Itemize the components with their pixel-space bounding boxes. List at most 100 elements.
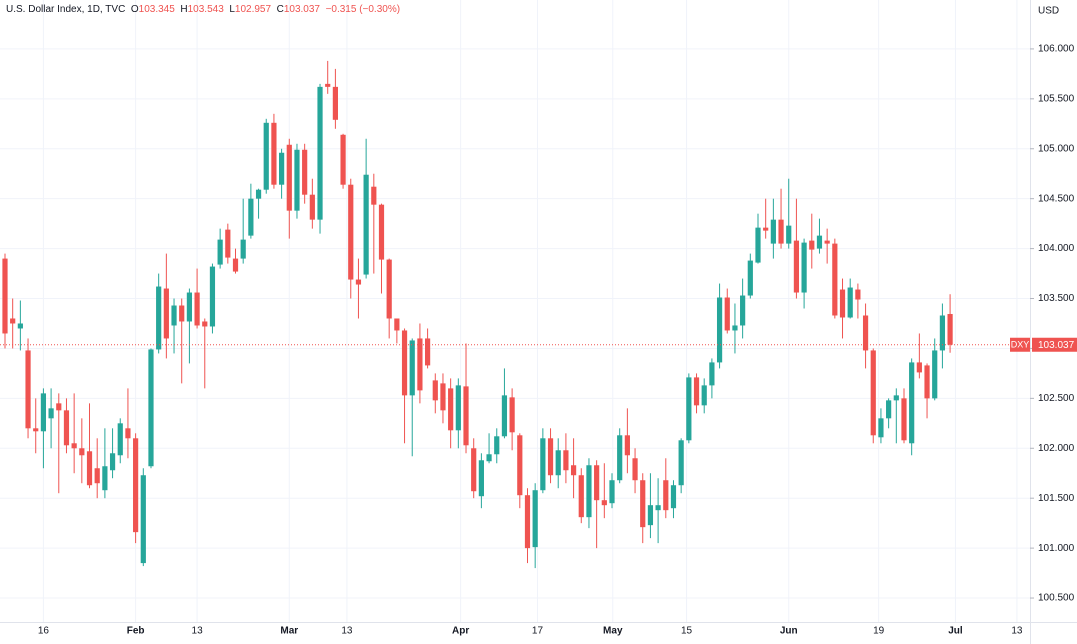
y-tick-label: 100.500	[1038, 593, 1075, 604]
candle-body	[916, 362, 922, 373]
candle-body	[355, 279, 362, 285]
candle-body	[94, 468, 100, 484]
candle-body	[786, 225, 792, 244]
candle-body	[655, 505, 661, 511]
candle-body	[540, 438, 546, 491]
ohlc-value: 103.037	[283, 4, 320, 15]
candle-body	[524, 495, 531, 549]
candle-body	[517, 435, 523, 496]
candle-body	[409, 340, 415, 396]
candle-body	[824, 240, 830, 244]
candle-body	[570, 465, 577, 476]
candle-body	[286, 144, 292, 211]
legend-header: U.S. Dollar Index, 1D, TVC O103.345 H 103…	[6, 4, 400, 15]
candle-body	[302, 149, 308, 195]
candle-body	[770, 219, 776, 244]
candle-body	[209, 266, 216, 327]
candle-body	[532, 490, 538, 548]
change-value: −0.315 (−0.30%)	[325, 4, 401, 15]
candle-body	[340, 134, 346, 185]
candle-body	[778, 219, 784, 244]
candle-body	[325, 83, 331, 87]
candle-body	[163, 288, 169, 339]
candle-body	[471, 448, 477, 492]
candle-body	[732, 325, 738, 331]
candle-body	[486, 454, 492, 462]
x-tick-label: 19	[873, 626, 885, 637]
candle-body	[217, 239, 223, 265]
candle-body	[248, 198, 254, 236]
candle-body	[440, 383, 446, 411]
x-tick-label: Jul	[948, 626, 963, 637]
candle-body	[747, 260, 753, 296]
candle-body	[56, 403, 62, 411]
candle-body	[102, 466, 108, 491]
candle-body	[801, 242, 807, 293]
candle-body	[255, 189, 262, 199]
candle-body	[609, 480, 615, 504]
candle-body	[624, 435, 630, 456]
y-tick-label: 105.500	[1038, 93, 1075, 104]
candle-body	[893, 395, 899, 401]
candle-body	[348, 184, 354, 280]
candle-body	[901, 398, 907, 441]
candle-body	[847, 287, 853, 318]
candle-body	[225, 229, 231, 258]
candle-body	[309, 194, 315, 220]
candle-body	[509, 397, 515, 433]
candle-body	[501, 395, 508, 437]
candle-body	[709, 362, 715, 386]
candle-body	[279, 152, 285, 185]
candle-body	[25, 350, 31, 429]
symbol-label: DXY	[1011, 340, 1030, 350]
candle-body	[862, 315, 869, 351]
candle-body	[386, 259, 392, 319]
ohlc-key: L	[229, 4, 235, 15]
grid	[0, 0, 1030, 622]
candle-body	[478, 460, 484, 497]
ohlc-key: H	[180, 4, 188, 15]
candle-body	[401, 330, 408, 396]
candle-body	[156, 286, 162, 350]
symbol-title: U.S. Dollar Index, 1D, TVC	[6, 4, 126, 15]
ohlc-key: O	[130, 4, 139, 15]
candle-body	[202, 321, 208, 327]
candle-body	[71, 443, 77, 449]
candle-body	[578, 475, 584, 518]
candle-body	[855, 289, 861, 300]
candle-body	[109, 453, 116, 471]
y-tick-label: 101.000	[1038, 543, 1075, 554]
candle-body	[586, 465, 592, 518]
y-tick-label: 105.000	[1038, 143, 1075, 154]
ohlc-value: 103.345	[138, 4, 175, 15]
candle-body	[755, 227, 761, 263]
candle-body	[424, 338, 431, 366]
y-tick-label: 101.500	[1038, 493, 1075, 504]
candle-body	[932, 350, 938, 399]
candle-body	[33, 428, 39, 432]
candle-body	[271, 122, 277, 185]
x-tick-label: 13	[192, 626, 204, 637]
candle-body	[171, 305, 177, 326]
x-tick-label: 13	[1011, 626, 1023, 637]
candle-body	[763, 227, 769, 231]
candle-body	[317, 86, 323, 220]
candle-body	[133, 438, 139, 533]
candle-body	[332, 86, 338, 120]
candle-body	[686, 377, 692, 441]
candle-body	[632, 458, 638, 481]
candle-body	[594, 465, 600, 501]
candle-body	[947, 313, 953, 345]
candle-body	[740, 295, 746, 326]
candle-body	[670, 485, 677, 509]
candle-body	[417, 338, 423, 391]
y-tick-label: 103.500	[1038, 293, 1075, 304]
candle-body	[40, 393, 47, 432]
candle-body	[125, 428, 131, 439]
candle-body	[640, 480, 646, 528]
x-tick-label: 15	[681, 626, 693, 637]
candle-body	[263, 122, 269, 190]
candle-body	[816, 235, 823, 249]
